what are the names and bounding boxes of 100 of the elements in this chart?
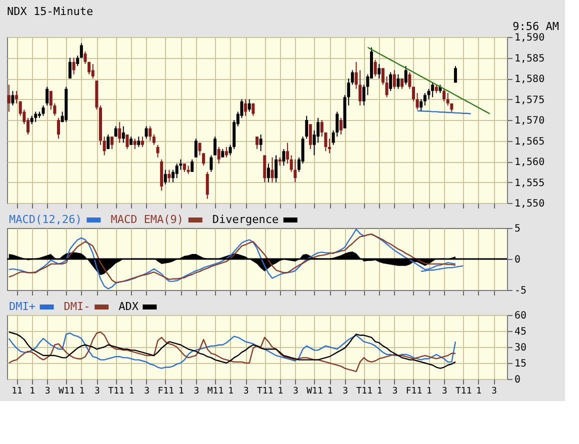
text: 9:56 AM bbox=[512, 20, 560, 33]
x-tick-label: 3 bbox=[292, 386, 298, 396]
candlestick bbox=[84, 51, 87, 64]
candlestick bbox=[266, 163, 270, 183]
candlestick bbox=[91, 63, 94, 79]
candlestick bbox=[305, 115, 308, 140]
candlestick bbox=[217, 146, 220, 164]
y-tick-label: 15 bbox=[514, 358, 527, 370]
line-series bbox=[8, 234, 456, 284]
candlestick bbox=[68, 57, 72, 79]
x-tick-label: T11 bbox=[108, 386, 124, 396]
candlestick bbox=[259, 134, 262, 152]
candlestick bbox=[354, 61, 358, 90]
y-tick-label: 60 bbox=[514, 310, 527, 322]
x-tick-label: 1 bbox=[178, 386, 184, 396]
candlestick bbox=[88, 61, 91, 75]
candlestick bbox=[252, 102, 255, 116]
x-tick-label: 1 bbox=[30, 386, 36, 396]
y-tick-label: 1,580 bbox=[514, 74, 545, 85]
candlestick bbox=[152, 134, 156, 146]
y-tick-label: 0 bbox=[514, 374, 521, 386]
legend-label: Divergence bbox=[212, 213, 279, 226]
x-tick-label: 3 bbox=[44, 386, 50, 396]
x-tick-label: T11 bbox=[455, 386, 472, 396]
x-tick-label: 1 bbox=[278, 386, 284, 396]
candlestick bbox=[198, 142, 202, 156]
x-tick-label: W11 bbox=[58, 386, 75, 396]
candlestick bbox=[381, 68, 384, 86]
candlestick bbox=[118, 122, 122, 144]
candlestick bbox=[339, 117, 342, 136]
candlestick bbox=[431, 82, 434, 98]
candlestick bbox=[263, 154, 266, 183]
candlestick bbox=[202, 152, 206, 166]
chart-title: NDX 15-Minute bbox=[7, 5, 94, 18]
candlestick bbox=[378, 63, 381, 79]
candlestick bbox=[214, 136, 217, 156]
candlestick bbox=[148, 126, 152, 142]
candlestick bbox=[164, 169, 167, 185]
x-tick-label: 3 bbox=[194, 386, 200, 396]
candlestick bbox=[175, 163, 178, 179]
y-tick-label: 1,560 bbox=[514, 157, 545, 168]
candlestick bbox=[423, 92, 426, 106]
candlestick bbox=[190, 158, 194, 172]
legend-label: MACD(12,26) bbox=[9, 213, 82, 226]
legend-label: DMI- bbox=[64, 300, 90, 313]
y-tick-label: 1,590 bbox=[514, 32, 545, 44]
candlestick bbox=[11, 90, 14, 106]
candlestick bbox=[389, 72, 392, 92]
candlestick bbox=[172, 169, 175, 183]
candlestick bbox=[122, 126, 125, 144]
candlestick bbox=[126, 134, 129, 150]
candlestick bbox=[350, 70, 354, 86]
x-tick-label: 1 bbox=[128, 386, 134, 396]
candlestick bbox=[102, 136, 106, 156]
x-tick-label: 1 bbox=[376, 386, 382, 396]
y-tick-label: 1,575 bbox=[514, 94, 545, 106]
candlestick bbox=[144, 126, 148, 140]
x-tick-label: T11 bbox=[257, 386, 274, 396]
candlestick bbox=[15, 90, 18, 104]
candlestick bbox=[76, 55, 80, 67]
candlestick bbox=[156, 144, 160, 158]
candlestick bbox=[206, 171, 209, 200]
y-tick-label: 1,555 bbox=[514, 178, 545, 189]
y-tick-label: 1,565 bbox=[514, 136, 545, 148]
x-tick-label: 1 bbox=[79, 386, 85, 396]
candlestick bbox=[140, 136, 144, 148]
x-tick-label: T11 bbox=[356, 386, 373, 396]
x-tick-label: F11 bbox=[406, 386, 422, 396]
candlestick bbox=[7, 84, 10, 112]
line-series bbox=[367, 46, 490, 114]
x-tick-label: 11 bbox=[12, 386, 22, 396]
y-tick-label: 1,570 bbox=[514, 116, 545, 126]
x-tick-label: 3 bbox=[94, 386, 100, 396]
candlestick bbox=[106, 134, 110, 150]
candlestick bbox=[308, 124, 312, 150]
candlestick bbox=[46, 86, 49, 106]
candlestick bbox=[80, 42, 83, 58]
candlestick bbox=[374, 59, 377, 77]
candlestick bbox=[34, 111, 38, 123]
candlestick bbox=[137, 136, 140, 148]
x-tick-label: 1 bbox=[327, 386, 333, 396]
candlestick bbox=[72, 57, 76, 75]
x-tick-label: 3 bbox=[342, 386, 348, 396]
y-tick-label: -5 bbox=[514, 286, 527, 296]
candlestick bbox=[256, 136, 258, 150]
candlestick bbox=[224, 146, 228, 158]
candlestick bbox=[270, 156, 274, 183]
candlestick bbox=[282, 148, 286, 166]
x-tick-label: F11 bbox=[158, 386, 174, 396]
candlestick bbox=[400, 78, 404, 90]
x-tick-label: 1 bbox=[476, 386, 482, 396]
candlestick bbox=[404, 66, 408, 86]
candlestick bbox=[396, 74, 400, 90]
x-tick-label: 3 bbox=[491, 386, 497, 396]
x-tick-label: 3 bbox=[243, 386, 249, 396]
legend-label: ADX bbox=[118, 300, 139, 313]
candlestick bbox=[454, 66, 457, 84]
y-tick-label: 0 bbox=[514, 254, 521, 266]
y-tick-label: 1,550 bbox=[514, 198, 545, 210]
candlestick bbox=[110, 136, 114, 150]
